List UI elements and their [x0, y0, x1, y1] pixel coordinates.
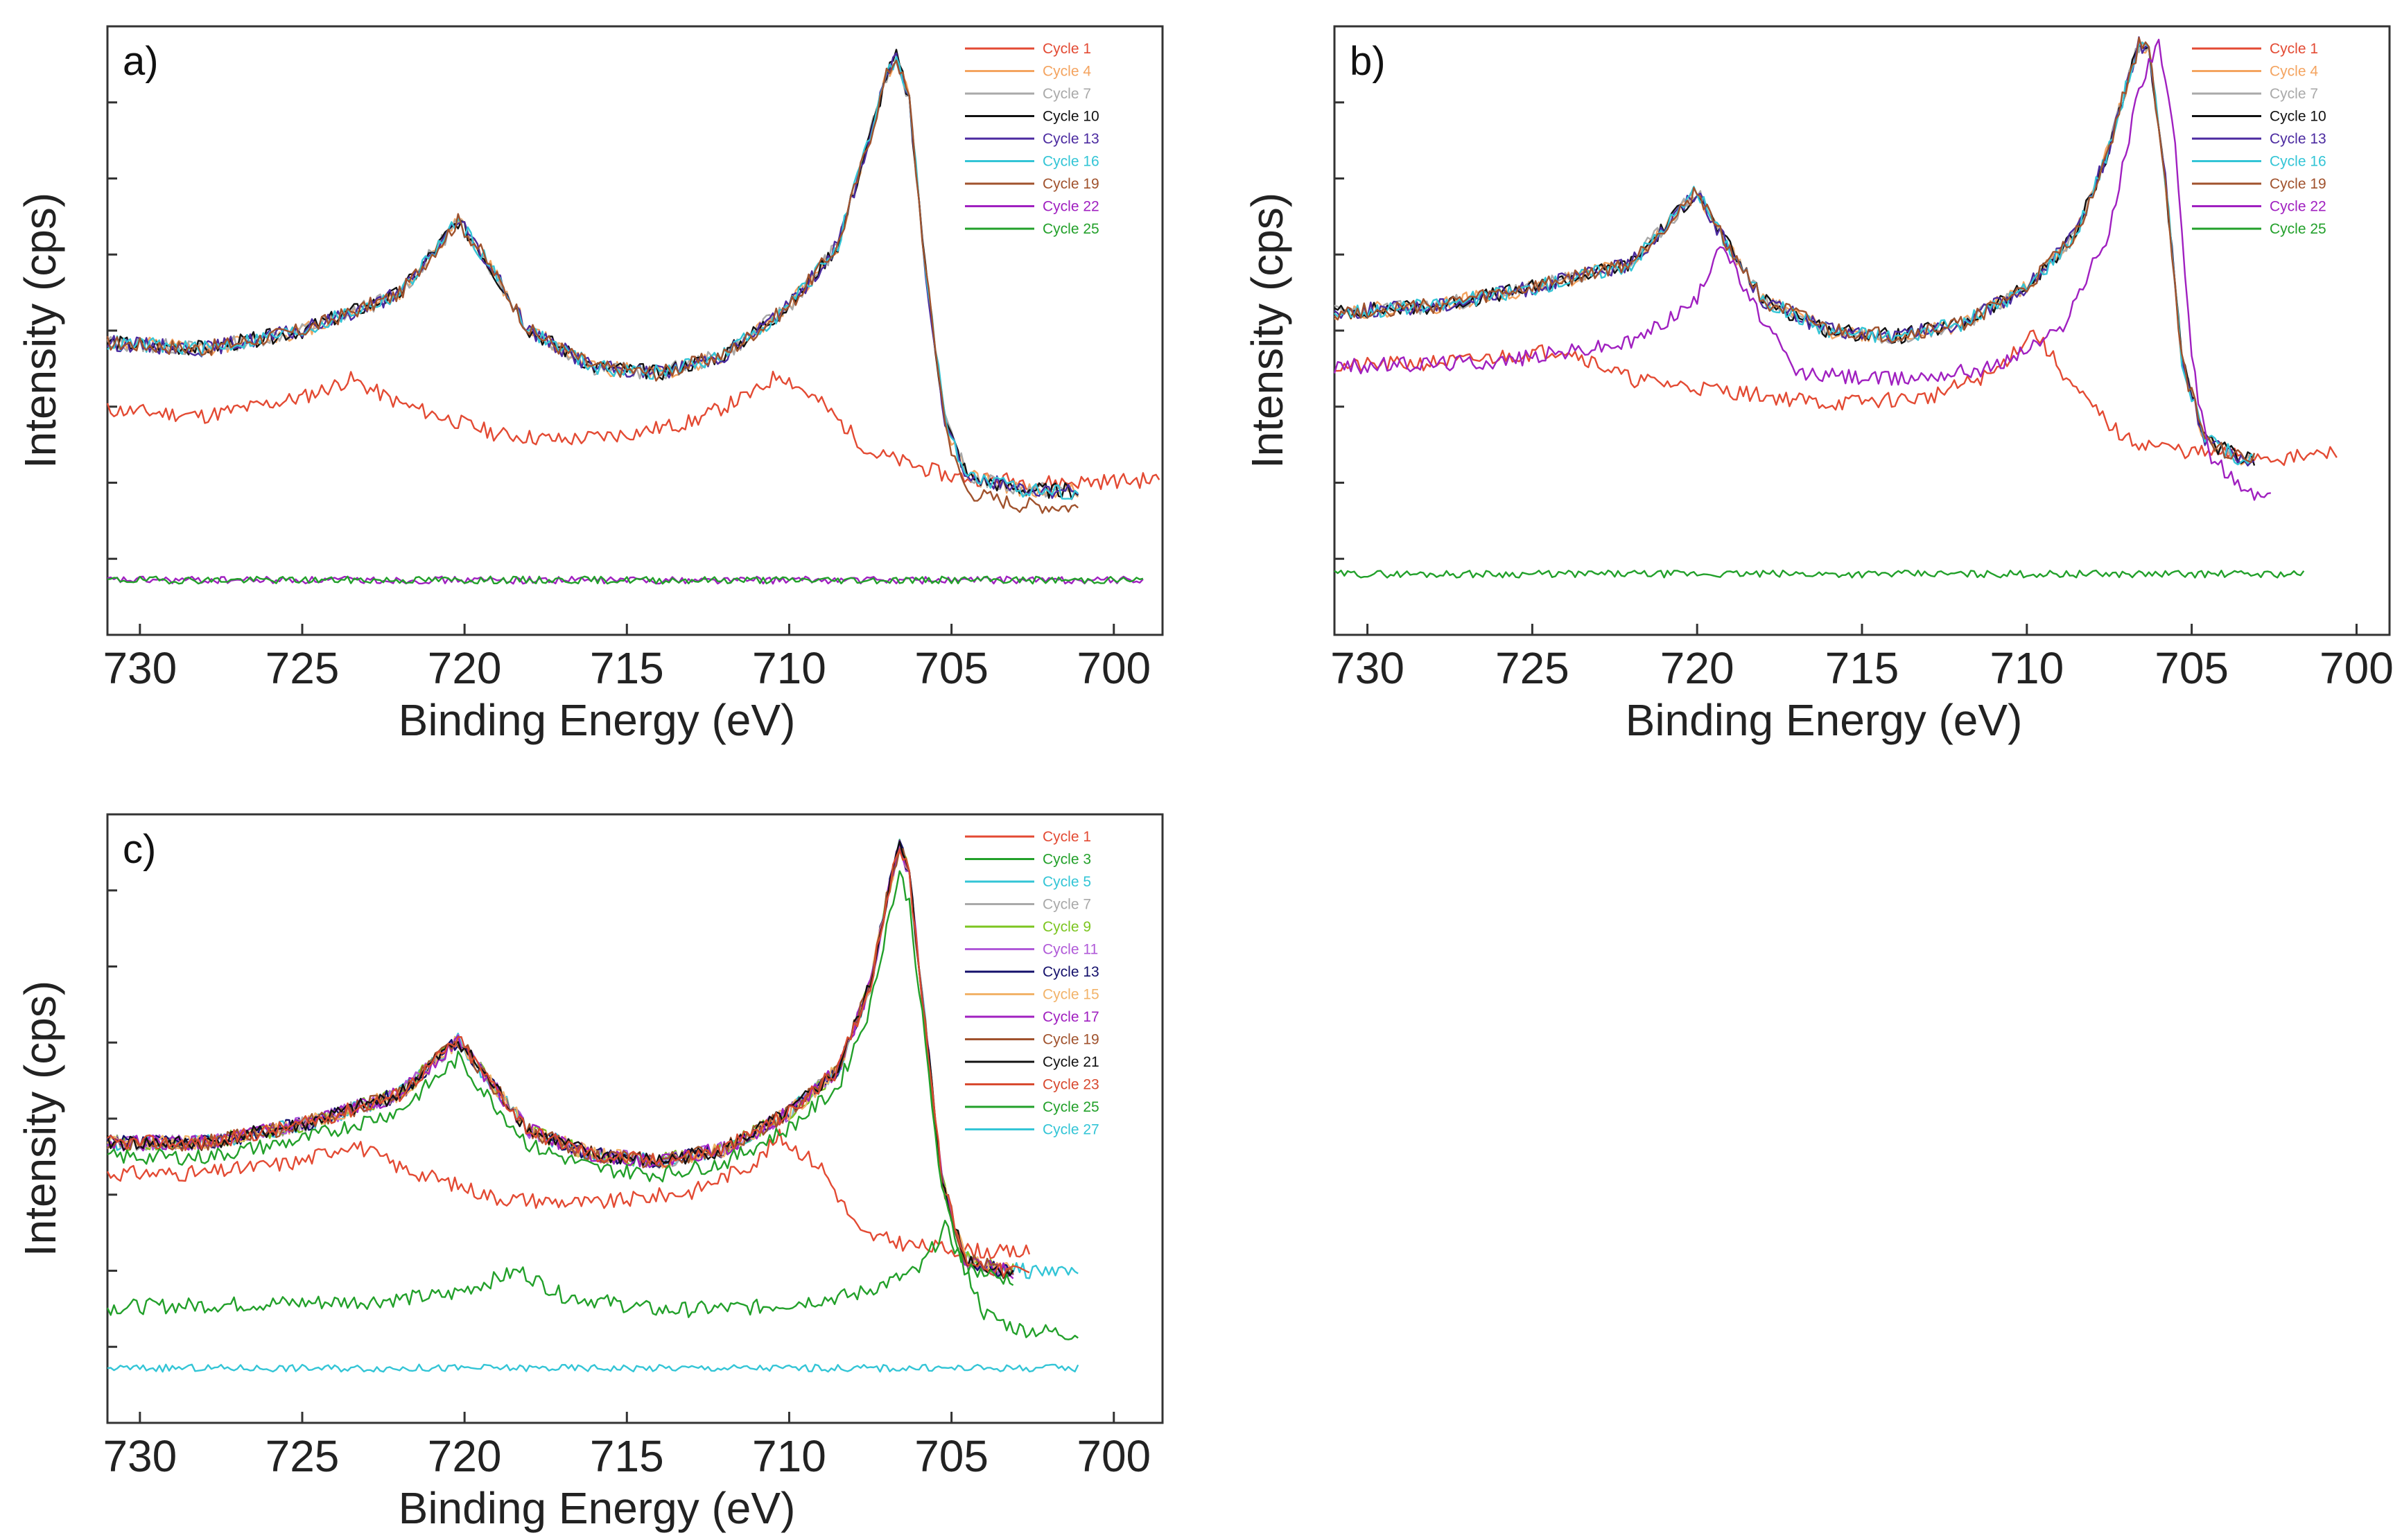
legend-entry: Cycle 10: [1043, 109, 1099, 125]
series-line-cycle-1: [1334, 329, 2338, 466]
x-tick-label: 705: [2155, 643, 2229, 693]
x-tick-label: 715: [1825, 643, 1899, 693]
panel-label: a): [123, 39, 159, 84]
x-tick-label: 730: [103, 1431, 177, 1481]
series-line-cycle-10: [107, 49, 1079, 500]
x-tick-label: 710: [752, 1431, 826, 1481]
series-line-cycle-15: [107, 848, 1013, 1274]
legend-entry: Cycle 1: [1043, 829, 1091, 845]
series-line-cycle-1: [106, 1128, 1031, 1259]
legend-entry: Cycle 16: [1043, 154, 1099, 170]
legend-entry: Cycle 25: [2270, 221, 2326, 237]
series-line-cycle-11: [106, 847, 1014, 1277]
legend-entry: Cycle 9: [1043, 919, 1091, 935]
legend-entry: Cycle 10: [2270, 109, 2326, 125]
y-axis-title: Intensity (cps): [15, 981, 65, 1257]
x-tick-label: 705: [914, 643, 989, 693]
series-line-cycle-19: [106, 59, 1079, 514]
series-line-cycle-4: [1334, 43, 2255, 466]
series-line-cycle-10: [1334, 44, 2256, 466]
x-axis-title: Binding Energy (eV): [1626, 695, 2023, 745]
legend-entry: Cycle 23: [1043, 1077, 1099, 1093]
series-line-cycle-25: [1334, 569, 2305, 579]
series-line-cycle-21: [106, 841, 1014, 1279]
panel-label: b): [1350, 39, 1386, 84]
series-line-cycle-7: [107, 61, 1079, 498]
legend-entry: Cycle 19: [1043, 176, 1099, 192]
legend-entry: Cycle 25: [1043, 221, 1099, 237]
series-line-cycle-7: [106, 846, 1013, 1277]
legend-entry: Cycle 7: [1043, 86, 1091, 102]
legend-entry: Cycle 17: [1043, 1009, 1099, 1025]
legend-entry: Cycle 7: [1043, 897, 1091, 913]
x-tick-label: 700: [1077, 643, 1151, 693]
legend-entry: Cycle 22: [2270, 199, 2326, 215]
x-tick-label: 730: [1330, 643, 1404, 693]
x-axis-title: Binding Energy (eV): [399, 1483, 796, 1533]
legend-entry: Cycle 4: [2270, 64, 2318, 80]
x-tick-label: 700: [1077, 1431, 1151, 1481]
x-tick-label: 730: [103, 643, 177, 693]
panel-label: c): [123, 827, 156, 872]
y-axis-title: Intensity (cps): [1242, 193, 1292, 469]
x-tick-label: 715: [590, 1431, 664, 1481]
x-tick-label: 710: [752, 643, 826, 693]
legend-entry: Cycle 15: [1043, 987, 1099, 1003]
y-axis-title: Intensity (cps): [15, 193, 65, 469]
x-tick-label: 720: [428, 643, 502, 693]
x-tick-label: 725: [1495, 643, 1569, 693]
series-line-cycle-22: [1333, 38, 2271, 501]
x-tick-label: 715: [590, 643, 664, 693]
series-line-cycle-9: [106, 839, 1014, 1277]
series-line-cycle-16: [1334, 42, 2255, 466]
series-line-cycle-25: [107, 870, 1014, 1286]
legend-entry: Cycle 13: [1043, 131, 1099, 147]
x-tick-label: 700: [2320, 643, 2394, 693]
series-line-cycle-5: [106, 839, 1079, 1279]
legend-entry: Cycle 22: [1043, 199, 1099, 215]
panel-c: 730 725 720 715 710 705 700 Binding Energy (eV)…: [15, 813, 1164, 1533]
legend-entry: Cycle 1: [2270, 41, 2318, 57]
x-axis-title: Binding Energy (eV): [399, 695, 796, 745]
legend-entry: Cycle 4: [1043, 64, 1091, 80]
legend-entry: Cycle 7: [2270, 86, 2318, 102]
series-line-cycle-19: [107, 848, 1014, 1279]
legend-entry: Cycle 19: [1043, 1032, 1099, 1048]
x-tick-label: 705: [914, 1431, 989, 1481]
series-line-cycle-23: [107, 848, 1030, 1278]
series-line-cycle-22: [107, 575, 1144, 585]
series-line-cycle-1: [106, 370, 1160, 491]
series-line-cycle-13: [1334, 36, 2255, 466]
series-line-cycle-3: [106, 1219, 1079, 1340]
legend-entry: Cycle 5: [1043, 874, 1091, 890]
series-line-cycle-25: [107, 575, 1144, 585]
series-line-cycle-13: [107, 52, 1079, 499]
panel-a: 730 725 720 715 710 705 700 Binding Energy (eV)…: [15, 25, 1164, 745]
legend-entry: Cycle 13: [2270, 131, 2326, 147]
legend-entry: Cycle 21: [1043, 1054, 1099, 1070]
x-tick-label: 710: [1990, 643, 2064, 693]
x-tick-label: 720: [428, 1431, 502, 1481]
legend-entry: Cycle 27: [1043, 1122, 1099, 1138]
series-line-cycle-17: [107, 840, 1014, 1279]
panel-b: 730 725 720 715 710 705 700 Binding Energy (eV)…: [1242, 25, 2394, 745]
legend-entry: Cycle 3: [1043, 852, 1091, 868]
x-tick-label: 725: [266, 1431, 340, 1481]
legend-entry: Cycle 13: [1043, 964, 1099, 980]
legend-entry: Cycle 16: [2270, 154, 2326, 170]
series-line-cycle-4: [106, 57, 1079, 498]
series-line-cycle-19: [1334, 37, 2256, 464]
legend-entry: Cycle 25: [1043, 1099, 1099, 1115]
x-tick-label: 720: [1660, 643, 1734, 693]
series-line-cycle-27: [107, 1363, 1079, 1373]
series-line-cycle-13: [106, 839, 1014, 1278]
x-tick-label: 725: [266, 643, 340, 693]
legend-entry: Cycle 1: [1043, 41, 1091, 57]
legend-entry: Cycle 19: [2270, 176, 2326, 192]
plot-frame: [106, 813, 1164, 1424]
legend-entry: Cycle 11: [1043, 942, 1098, 958]
